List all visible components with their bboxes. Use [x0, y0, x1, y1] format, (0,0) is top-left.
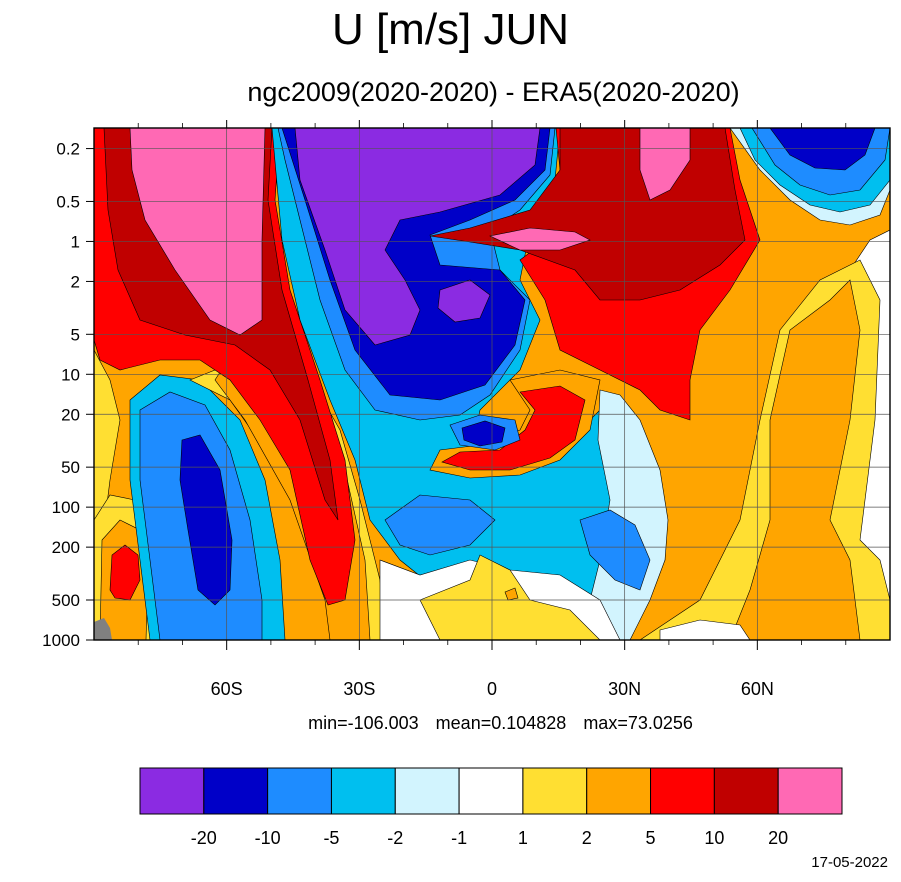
y-tick-label: 10 [61, 365, 80, 384]
x-tick-label: 30N [608, 679, 641, 699]
colorbar-box [458, 767, 524, 815]
colorbar-box [267, 767, 332, 815]
y-tick-label: 200 [52, 538, 80, 557]
y-tick-label: 50 [61, 458, 80, 477]
colorbar-label: 10 [704, 828, 724, 848]
x-tick-label: 30S [343, 679, 375, 699]
y-tick-label: 2 [71, 272, 80, 291]
contour-region-pink-nh [489, 227, 591, 251]
y-tick-label: 1 [71, 232, 80, 251]
contour-region-purple-center [294, 128, 541, 346]
colorbar-box [650, 767, 715, 815]
contour-region-darkblue-tropics [461, 420, 506, 447]
y-tick-label: 0.2 [56, 140, 80, 159]
colorbar-label: 20 [768, 828, 788, 848]
colorbar-label: 5 [646, 828, 656, 848]
y-axis-labels: 0.2 0.5 1 2 5 10 20 50 100 200 500 1000 [42, 140, 80, 650]
colorbar-label: 1 [518, 828, 528, 848]
contour-region-red-tropics [441, 385, 586, 471]
colorbar-label: 2 [582, 828, 592, 848]
date-stamp: 17-05-2022 [811, 854, 888, 871]
colorbar-labels: -20 -10 -5 -2 -1 1 2 5 10 20 [191, 828, 788, 848]
stat-max: max=73.0256 [583, 713, 693, 733]
colorbar-box [139, 767, 205, 815]
y-tick-label: 100 [52, 498, 80, 517]
contour-region-darkblue-nh-high [769, 128, 876, 171]
x-axis-labels: 60S 30S 0 30N 60N [211, 679, 774, 699]
y-tick-label: 0.5 [56, 192, 80, 211]
colorbar-label: -1 [451, 828, 467, 848]
stat-min: min=-106.003 [308, 713, 419, 733]
contour-region-yellow-sh [94, 349, 121, 541]
colorbar-box [330, 767, 396, 815]
colorbar-box [522, 767, 588, 815]
colorbar-boxes [139, 767, 843, 815]
contour-region-light-center [589, 389, 669, 640]
land-mask [94, 618, 112, 640]
contour-region-orange-dot [504, 587, 519, 601]
axis-ticks [86, 120, 847, 650]
contour-region-orange-nh [729, 279, 861, 640]
y-tick-label: 500 [52, 591, 80, 610]
y-tick-label: 20 [61, 405, 80, 424]
contour-region-negative-strong-sh [179, 434, 233, 606]
colorbar-label: -5 [323, 828, 339, 848]
x-tick-label: 60S [211, 679, 243, 699]
colorbar-label: -2 [387, 828, 403, 848]
chart-title: U [m/s] JUN [331, 5, 570, 54]
x-tick-label: 60N [741, 679, 774, 699]
colorbar-box [713, 767, 779, 815]
chart-subtitle: ngc2009(2020-2020) - ERA5(2020-2020) [247, 77, 740, 107]
colorbar-label: -10 [255, 828, 281, 848]
contour-region-pink-nh-2 [639, 128, 691, 201]
colorbar: -20 -10 -5 -2 -1 1 2 5 10 20 [139, 767, 843, 848]
colorbar-box [203, 767, 269, 815]
colorbar-box [394, 767, 460, 815]
y-tick-label: 1000 [42, 631, 80, 650]
stat-mean: mean=0.104828 [435, 713, 567, 733]
colorbar-box [586, 767, 652, 815]
contour-region-red-sh-low [109, 544, 141, 601]
x-tick-label: 0 [487, 679, 497, 699]
y-tick-label: 5 [71, 325, 80, 344]
contour-region-white-nh-low [659, 619, 751, 640]
colorbar-label: -20 [191, 828, 217, 848]
contour-region-pink-sh [129, 128, 266, 336]
stats-line: min=-106.003 mean=0.104828 max=73.0256 [0, 711, 901, 735]
contour-region-blue-center-2 [579, 509, 651, 591]
contour-region-blue-center [384, 494, 496, 556]
colorbar-box [777, 767, 843, 815]
contour-region-purple-center-2 [437, 279, 491, 323]
